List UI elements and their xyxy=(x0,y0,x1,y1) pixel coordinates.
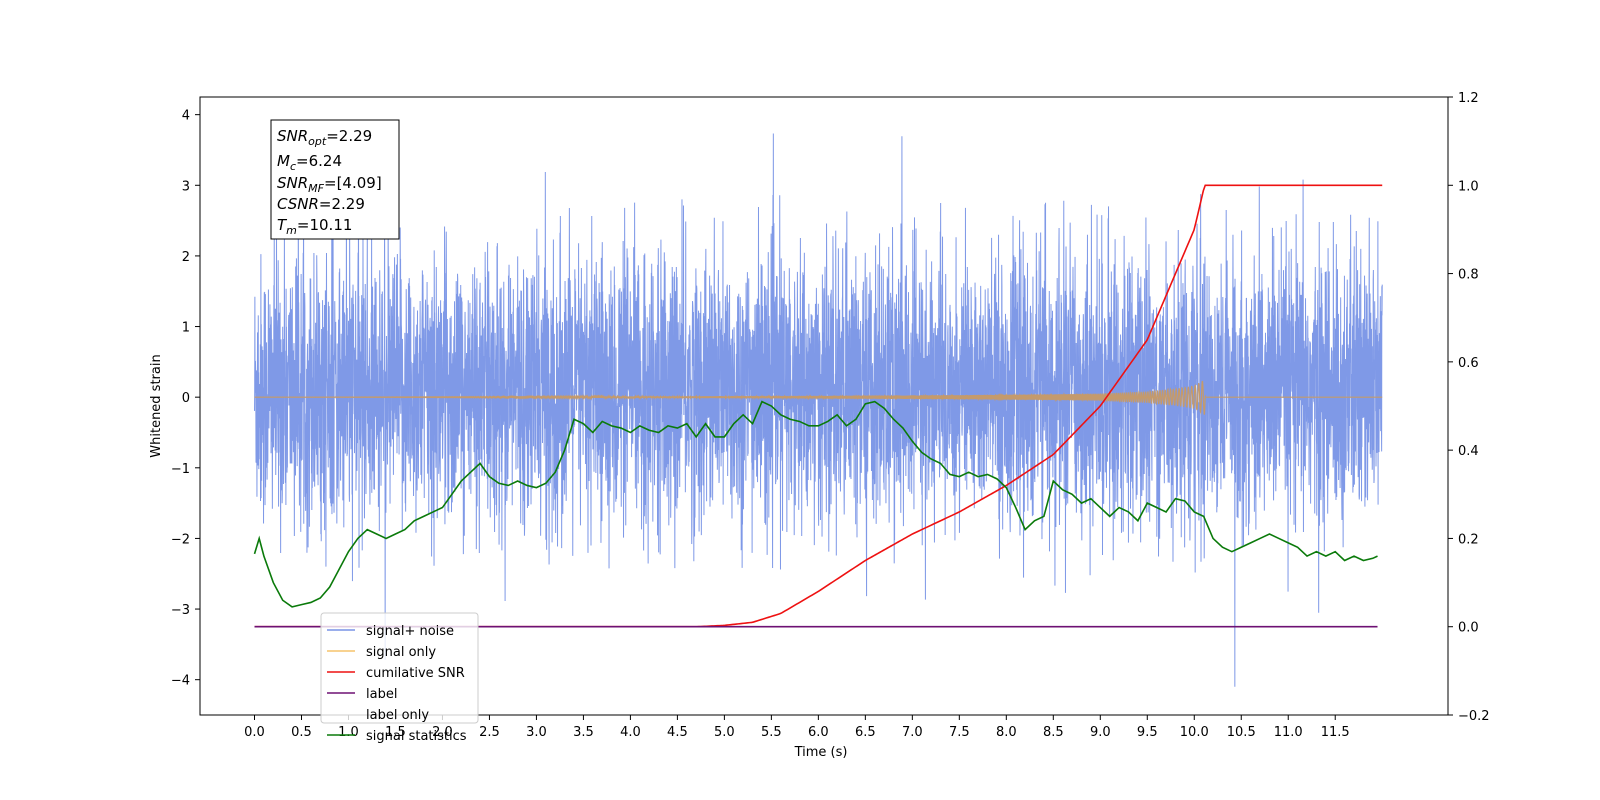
x-tick-label: 9.5 xyxy=(1137,725,1158,740)
x-tick-label: 1.5 xyxy=(385,725,406,740)
info-snr-mf-value: =[4.09] xyxy=(324,174,382,192)
info-csnr: CSNR=2.29 xyxy=(277,195,365,213)
x-tick-label: 0.5 xyxy=(291,725,312,740)
info-mc: Mc=6.24 xyxy=(277,152,342,173)
legend-label: cumilative SNR xyxy=(366,666,465,681)
info-snr-mf: SNRMF=[4.09] xyxy=(277,174,382,195)
info-mc-name: M xyxy=(277,152,290,170)
info-mc-value: =6.24 xyxy=(296,152,342,170)
y2-tick-label: 0.8 xyxy=(1458,268,1479,283)
legend-label: signal only xyxy=(366,645,436,660)
info-box: SNRopt=2.29 Mc=6.24 SNRMF=[4.09] CSNR=2.… xyxy=(270,119,400,240)
info-csnr-name: CSNR xyxy=(277,195,319,213)
legend: signal+ noise signal only cumilative SNR la… xyxy=(320,612,479,744)
x-tick-label: 7.0 xyxy=(902,725,923,740)
y-tick-label: −4 xyxy=(171,674,190,689)
info-snr-opt-sub: opt xyxy=(308,135,327,148)
x-tick-label: 11.5 xyxy=(1321,725,1350,740)
series-signal-statistics xyxy=(253,400,1378,608)
x-tick-label: 10.0 xyxy=(1180,725,1209,740)
y2-tick-label: 0.4 xyxy=(1458,444,1479,459)
y-tick-label: 0 xyxy=(182,391,190,406)
y-tick-label: 4 xyxy=(182,109,190,124)
x-tick-label: 8.0 xyxy=(996,725,1017,740)
y-tick-label: 1 xyxy=(182,321,190,336)
info-snr-mf-name: SNR xyxy=(277,174,308,192)
info-snr-opt: SNRopt=2.29 xyxy=(277,127,372,148)
x-tick-label: 5.0 xyxy=(714,725,735,740)
x-tick-label: 1.0 xyxy=(338,725,359,740)
info-tm-value: =10.11 xyxy=(297,216,353,234)
info-snr-opt-name: SNR xyxy=(277,127,308,145)
plot-frame xyxy=(199,96,1449,716)
x-tick-label: 11.0 xyxy=(1274,725,1303,740)
y-axis-label: Whitened strain xyxy=(149,354,164,457)
info-mc-sub: c xyxy=(290,160,296,173)
x-tick-label: 0.0 xyxy=(244,725,265,740)
y2-tick-label: 1.2 xyxy=(1458,91,1479,106)
x-axis: 0.0 0.5 1.0 1.5 2.0 2.5 3.0 3.5 4.0 4.5 5.0 5.5 6.0 6… xyxy=(244,715,1350,740)
series-signal-only xyxy=(254,380,1383,415)
x-tick-label: 2.0 xyxy=(432,725,453,740)
x-tick-label: 10.5 xyxy=(1227,725,1256,740)
legend-label: label only xyxy=(366,708,429,723)
info-tm-sub: m xyxy=(286,224,297,237)
y2-tick-label: 0.6 xyxy=(1458,356,1479,371)
y-axis-right: −0.2 0.0 0.2 0.4 0.6 0.8 1.0 1.2 xyxy=(1448,91,1490,724)
info-tm-name: T xyxy=(277,216,288,234)
info-box-frame xyxy=(270,119,400,240)
y-axis-left: −4 −3 −2 −1 0 1 2 3 4 xyxy=(171,109,200,689)
info-tm: Tm=10.11 xyxy=(277,216,352,237)
x-tick-label: 9.0 xyxy=(1090,725,1111,740)
y-tick-label: −3 xyxy=(171,603,190,618)
x-tick-label: 3.5 xyxy=(573,725,594,740)
x-tick-label: 4.5 xyxy=(667,725,688,740)
x-tick-label: 3.0 xyxy=(526,725,547,740)
info-csnr-value: =2.29 xyxy=(319,195,365,213)
info-snr-mf-sub: MF xyxy=(308,182,324,195)
legend-items: signal+ noise signal only cumilative SNR la… xyxy=(327,624,467,744)
legend-label: signal+ noise xyxy=(366,624,454,639)
info-snr-opt-value: =2.29 xyxy=(326,127,372,145)
y2-tick-label: 1.0 xyxy=(1458,179,1479,194)
legend-frame xyxy=(320,612,479,724)
y-tick-label: 3 xyxy=(182,179,190,194)
x-tick-label: 2.5 xyxy=(479,725,500,740)
x-tick-label: 8.5 xyxy=(1043,725,1064,740)
legend-label: label xyxy=(366,687,397,702)
y2-tick-label: −0.2 xyxy=(1458,709,1490,724)
y-tick-label: −2 xyxy=(171,532,190,547)
y2-tick-label: 0.0 xyxy=(1458,621,1479,636)
y-tick-label: 2 xyxy=(182,250,190,265)
x-tick-label: 6.5 xyxy=(855,725,876,740)
x-tick-label: 7.5 xyxy=(949,725,970,740)
x-axis-label: Time (s) xyxy=(794,745,848,760)
legend-label: signal statistics xyxy=(366,729,467,744)
x-tick-label: 6.0 xyxy=(808,725,829,740)
y-tick-label: −1 xyxy=(171,462,190,477)
series-signal-noise xyxy=(254,133,1383,687)
y2-tick-label: 0.2 xyxy=(1458,532,1479,547)
x-tick-label: 5.5 xyxy=(761,725,782,740)
x-tick-label: 4.0 xyxy=(620,725,641,740)
